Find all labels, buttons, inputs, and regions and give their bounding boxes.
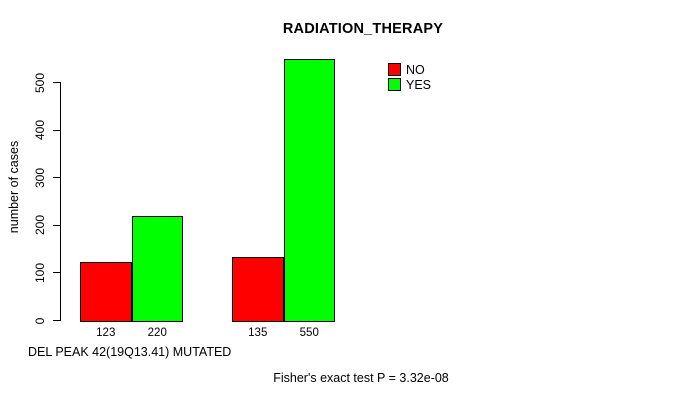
- bar-yes-group1: [131, 215, 183, 322]
- y-tick-label: 100: [33, 262, 47, 283]
- y-tick-mark: [53, 129, 60, 131]
- y-axis-line: [60, 82, 61, 321]
- fisher-test-annotation: Fisher's exact test P = 3.32e-08: [273, 371, 449, 385]
- legend-swatch-no: [388, 63, 401, 76]
- chart-title: RADIATION_THERAPY: [282, 21, 444, 37]
- bar-value-label: 123: [96, 327, 116, 339]
- y-tick-mark: [53, 272, 60, 274]
- legend-label-no: NO: [406, 62, 425, 77]
- y-axis-title: number of cases: [7, 140, 21, 234]
- x-axis-caption: DEL PEAK 42(19Q13.41) MUTATED: [28, 345, 232, 359]
- bar-value-label: 135: [248, 327, 268, 339]
- bar-yes-group2: [283, 58, 335, 322]
- y-tick-mark: [53, 177, 60, 179]
- legend-item-no: NO: [388, 62, 431, 77]
- legend-swatch-yes: [388, 78, 401, 91]
- y-tick-label: 500: [33, 72, 47, 93]
- y-tick-label: 0: [33, 317, 47, 324]
- legend-label-yes: YES: [406, 77, 432, 92]
- bar-no-group1: [80, 261, 132, 322]
- y-tick-label: 300: [33, 167, 47, 188]
- y-tick-mark: [53, 82, 60, 83]
- bar-no-group2: [232, 256, 284, 322]
- legend: NO YES: [388, 62, 431, 92]
- bar-value-label: 220: [147, 327, 167, 339]
- y-tick-mark: [53, 224, 60, 226]
- y-tick-label: 200: [33, 215, 47, 236]
- bar-value-label: 550: [299, 327, 319, 339]
- y-tick-label: 400: [33, 120, 47, 141]
- legend-item-yes: YES: [388, 77, 431, 92]
- y-tick-mark: [53, 320, 60, 321]
